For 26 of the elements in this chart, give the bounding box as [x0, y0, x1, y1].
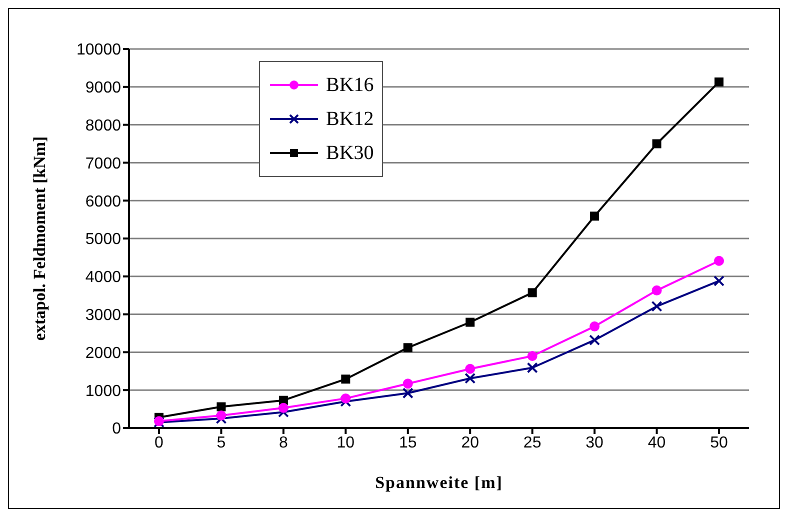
- x-tick-label: 40: [648, 434, 666, 452]
- legend-label: BK30: [326, 141, 374, 166]
- x-tick-label: 15: [398, 434, 417, 452]
- y-axis-title: extapol. Feldmoment [kNm]: [30, 136, 50, 341]
- legend-label: BK16: [326, 73, 374, 98]
- x-tick-label: 10: [336, 434, 355, 452]
- y-tick-label: 5000: [85, 231, 122, 248]
- x-tick-label: 5: [216, 434, 226, 452]
- y-tick-label: 8000: [85, 117, 122, 134]
- y-tick-label: 0: [112, 420, 122, 438]
- y-tick-label: 7000: [85, 155, 122, 172]
- x-tick-label: 20: [461, 434, 480, 452]
- y-tick-label: 4000: [85, 269, 122, 286]
- y-tick-label: 2000: [85, 344, 122, 362]
- x-tick-label: 25: [523, 434, 542, 452]
- x-tick-label: 8: [278, 434, 288, 452]
- y-tick-label: 3000: [85, 306, 122, 324]
- y-tick-label: 1000: [85, 382, 122, 400]
- x-tick-label: 50: [710, 434, 728, 452]
- y-tick-label: 9000: [85, 80, 122, 97]
- x-tick-label: 30: [586, 434, 604, 452]
- x-tick-label: 0: [154, 434, 164, 452]
- y-tick-label: 10000: [76, 42, 122, 59]
- legend-label: BK12: [326, 107, 374, 132]
- y-tick-label: 6000: [85, 193, 122, 210]
- x-axis-title: Spannweite [m]: [375, 473, 503, 492]
